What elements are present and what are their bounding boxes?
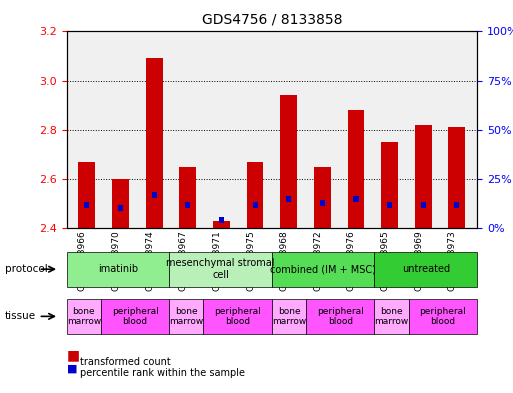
Bar [252, 202, 258, 208]
Bar [353, 196, 359, 202]
Bar [247, 162, 264, 228]
Title: GDS4756 / 8133858: GDS4756 / 8133858 [202, 12, 342, 26]
Bar [112, 179, 129, 228]
Bar [421, 202, 426, 208]
Bar [84, 202, 89, 208]
Bar [280, 95, 297, 228]
Text: bone
marrow: bone marrow [374, 307, 409, 326]
Text: imatinib: imatinib [98, 264, 138, 274]
Bar [387, 202, 392, 208]
Bar [213, 220, 230, 228]
Bar [185, 202, 190, 208]
Text: transformed count: transformed count [80, 356, 170, 367]
Bar [320, 200, 325, 206]
Bar [415, 125, 431, 228]
Bar [118, 205, 123, 211]
Text: peripheral
blood: peripheral blood [112, 307, 159, 326]
Bar [180, 167, 196, 228]
Text: bone
marrow: bone marrow [67, 307, 101, 326]
Text: bone
marrow: bone marrow [272, 307, 306, 326]
Text: untreated: untreated [402, 264, 450, 274]
Bar [286, 196, 291, 202]
Text: peripheral
blood: peripheral blood [214, 307, 261, 326]
Bar [146, 59, 163, 228]
Text: ■: ■ [67, 364, 77, 373]
Bar [152, 192, 156, 198]
Bar [448, 127, 465, 228]
Text: protocol: protocol [5, 264, 48, 274]
Bar [314, 167, 331, 228]
Text: peripheral
blood: peripheral blood [317, 307, 364, 326]
Text: bone
marrow: bone marrow [169, 307, 204, 326]
Bar [348, 110, 364, 228]
Bar [78, 162, 95, 228]
Text: ■: ■ [67, 349, 80, 363]
Text: peripheral
blood: peripheral blood [420, 307, 466, 326]
Text: mesenchymal stromal
cell: mesenchymal stromal cell [166, 259, 275, 280]
Text: combined (IM + MSC): combined (IM + MSC) [270, 264, 376, 274]
Text: percentile rank within the sample: percentile rank within the sample [80, 368, 245, 378]
Text: tissue: tissue [5, 311, 36, 321]
Bar [381, 142, 398, 228]
Bar [219, 217, 224, 223]
Bar [455, 202, 460, 208]
